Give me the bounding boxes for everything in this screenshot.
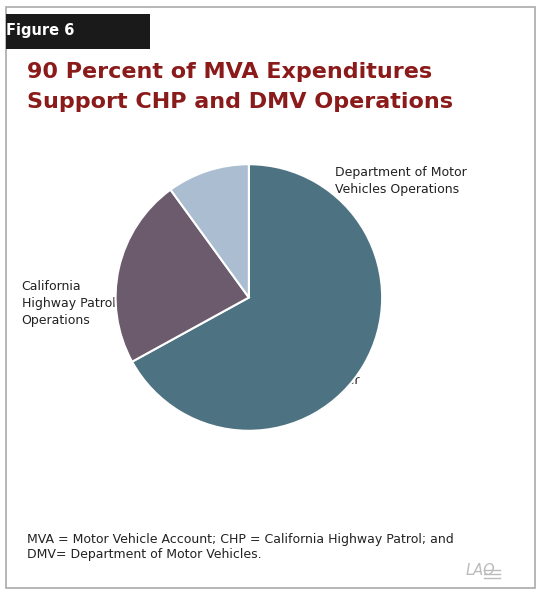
Text: Department of Motor
Vehicles Operations: Department of Motor Vehicles Operations	[335, 167, 467, 196]
Text: LAO: LAO	[465, 563, 495, 578]
Text: Other: Other	[325, 374, 360, 387]
Wedge shape	[116, 190, 249, 362]
Text: 90 Percent of MVA Expenditures: 90 Percent of MVA Expenditures	[27, 62, 432, 83]
Text: MVA = Motor Vehicle Account; CHP = California Highway Patrol; and
DMV= Departmen: MVA = Motor Vehicle Account; CHP = Calif…	[27, 533, 454, 560]
Bar	[6, 14, 150, 49]
Text: Figure 6: Figure 6	[6, 23, 75, 39]
Text: California
Highway Patrol
Operations: California Highway Patrol Operations	[22, 280, 115, 327]
Wedge shape	[170, 164, 249, 298]
Text: Support CHP and DMV Operations: Support CHP and DMV Operations	[27, 92, 453, 112]
Wedge shape	[132, 164, 382, 431]
